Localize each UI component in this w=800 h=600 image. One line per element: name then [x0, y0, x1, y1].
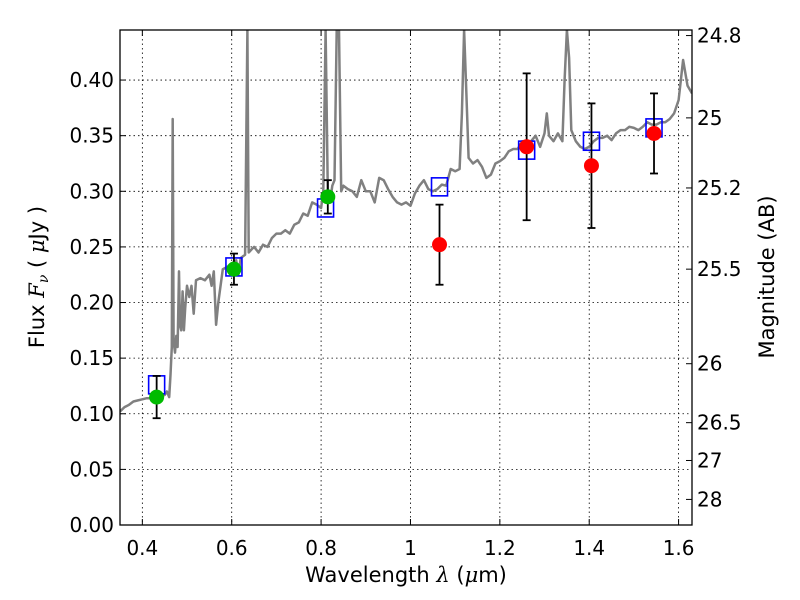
y2-axis-label: Magnitude (AB) — [755, 195, 779, 358]
model-square-point — [430, 177, 449, 197]
y-tick-label: 0.00 — [69, 513, 114, 537]
x-axis-label: Wavelength λ (μm) — [305, 563, 507, 587]
y-tick-label: 0.40 — [69, 68, 114, 92]
green-data-point — [320, 189, 336, 205]
plot-frame — [119, 29, 693, 526]
y-tick-label: 0.05 — [69, 457, 114, 481]
y-tick-label: 0.25 — [69, 235, 114, 259]
green-data-point — [226, 261, 242, 277]
y2-tick-label: 24.8 — [697, 24, 742, 48]
y-tick-label: 0.10 — [69, 402, 114, 426]
y2-tick-label: 28 — [697, 487, 722, 511]
x-tick-label: 0.8 — [305, 536, 337, 560]
y2-tick-label: 27 — [697, 448, 722, 472]
y2-tick-label: 26.5 — [697, 411, 742, 435]
spectrum-line — [120, 30, 692, 413]
y2-tick-label: 25 — [697, 106, 722, 130]
y-tick-label: 0.30 — [69, 179, 114, 203]
red-data-point — [646, 125, 662, 141]
green-data-point — [149, 389, 165, 405]
x-tick-label: 1.4 — [573, 536, 605, 560]
x-tick-label: 1.2 — [484, 536, 516, 560]
y2-tick-label: 25.2 — [697, 176, 742, 200]
y-tick-label: 0.15 — [69, 346, 114, 370]
ticks: 0.4 0.6 0.8 1 1.2 1.4 1.6 0.00 0.05 0.10 0.15 0.20 0… — [69, 24, 741, 560]
red-data-point — [583, 158, 599, 174]
plot-area — [120, 30, 692, 420]
y-tick-label: 0.35 — [69, 124, 114, 148]
red-data-point — [519, 139, 535, 155]
y-axis-label: Flux Fν ( μJy ) — [25, 206, 52, 348]
x-tick-label: 1.6 — [663, 536, 695, 560]
y2-tick-label: 25.5 — [697, 257, 742, 281]
x-tick-label: 1 — [404, 536, 417, 560]
x-tick-label: 0.4 — [126, 536, 158, 560]
y2-tick-label: 26 — [697, 352, 722, 376]
y-tick-label: 0.20 — [69, 291, 114, 315]
red-data-point — [432, 237, 448, 253]
x-tick-label: 0.6 — [216, 536, 248, 560]
